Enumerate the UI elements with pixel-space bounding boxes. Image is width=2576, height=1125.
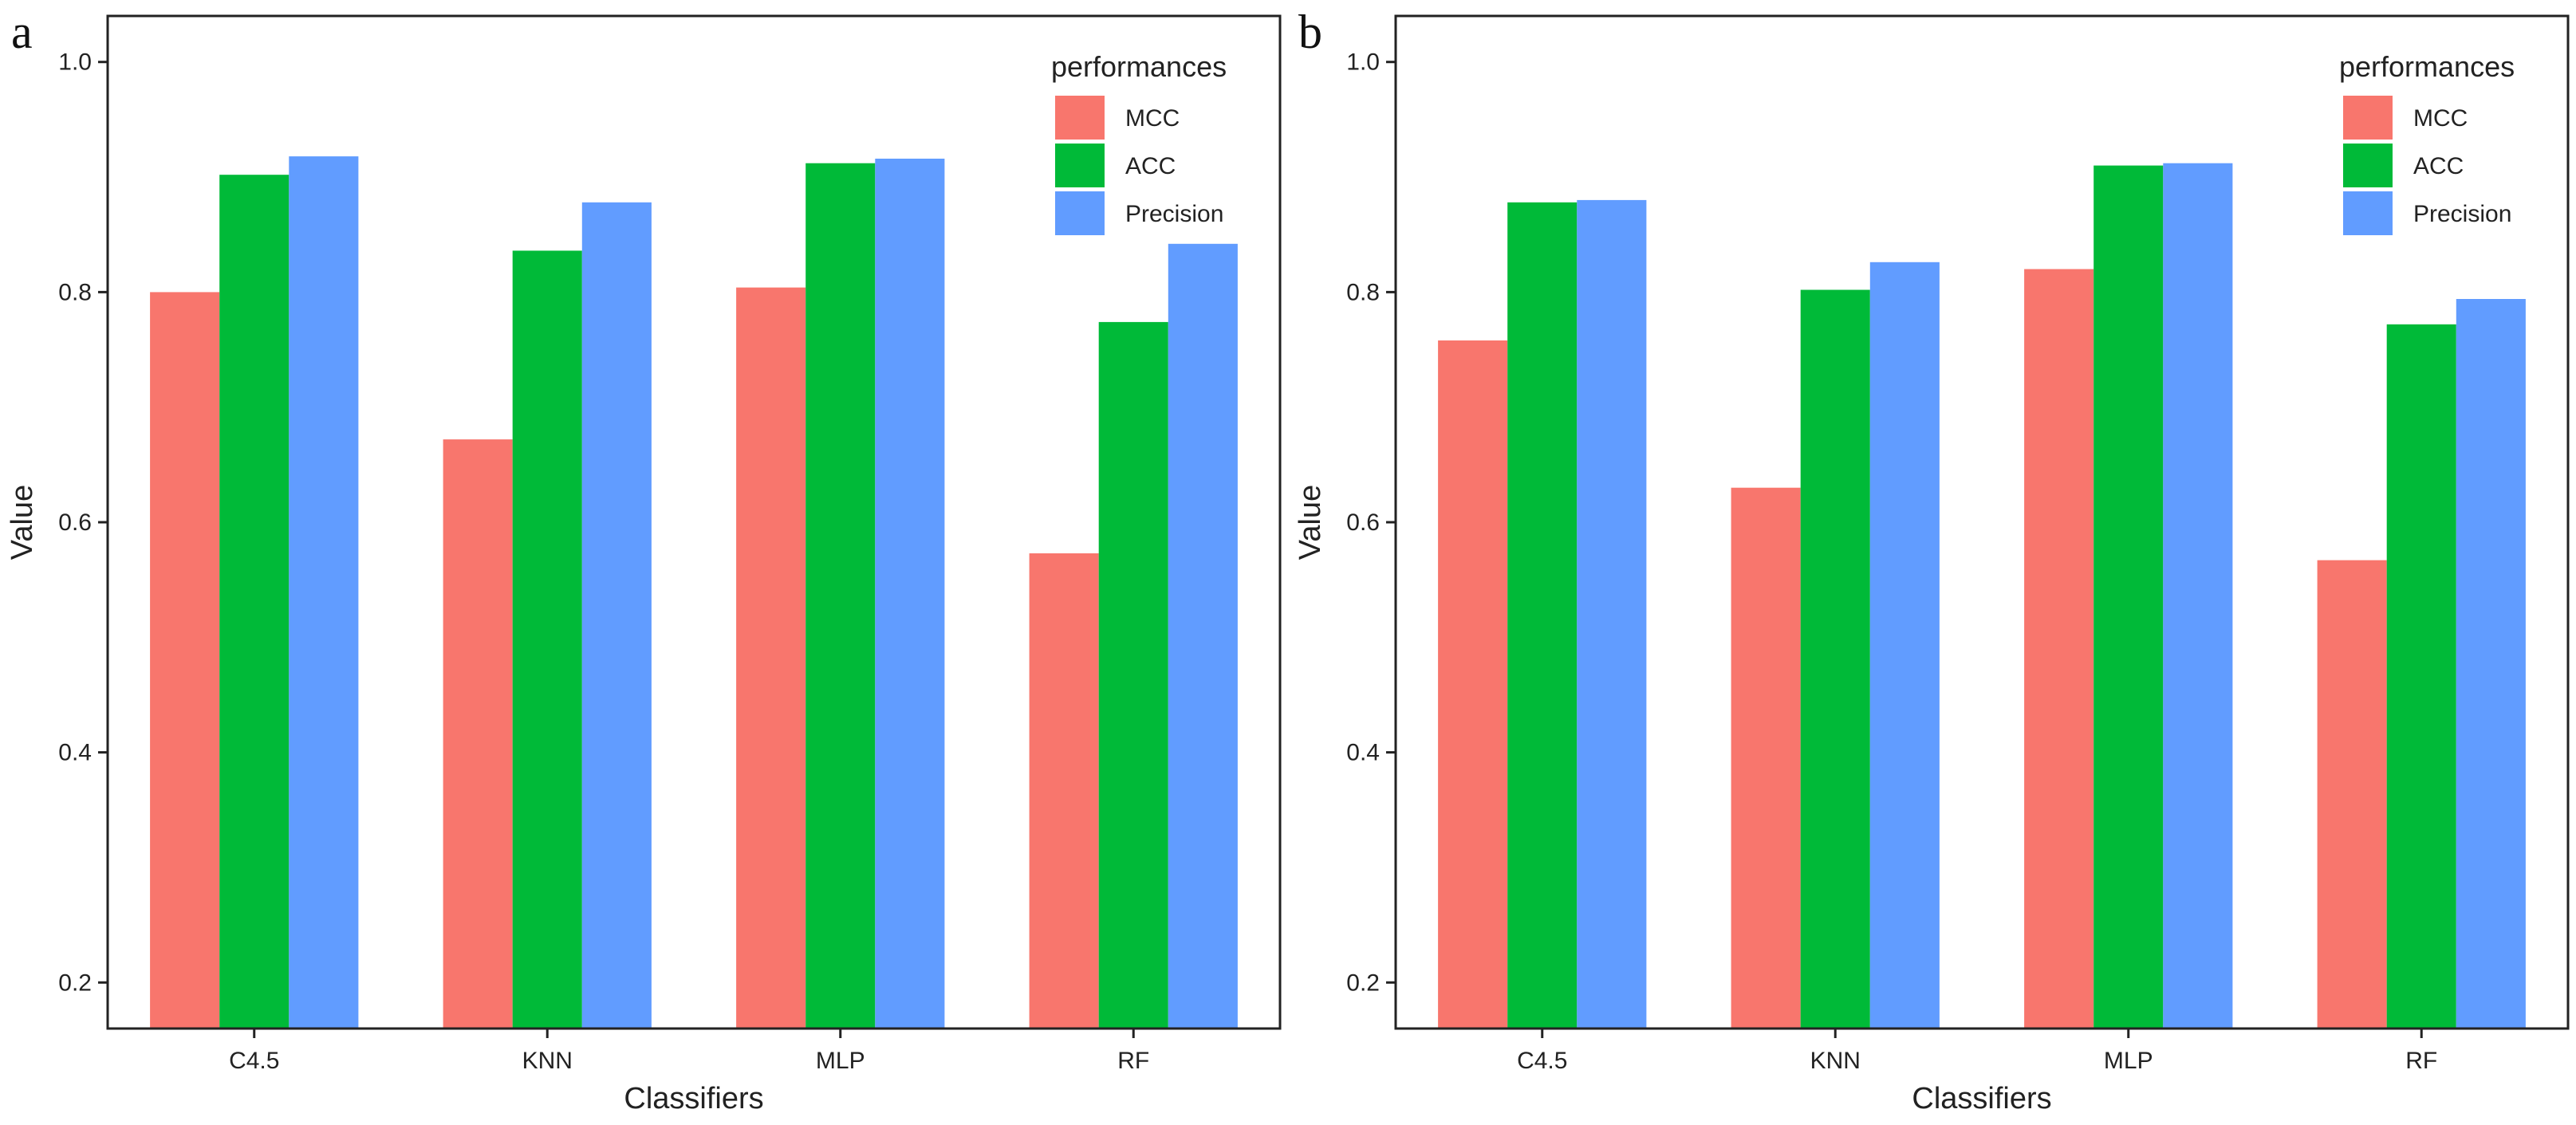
y-axis-title: Value <box>6 485 39 560</box>
legend-title: performances <box>2339 50 2515 83</box>
legend-title: performances <box>1051 50 1227 83</box>
bar-mcc-knn <box>443 439 513 1029</box>
bar-precision-c45 <box>1577 199 1647 1029</box>
legend-label-mcc: MCC <box>1125 105 1180 132</box>
legend-key-acc <box>2343 144 2393 187</box>
y-tick-label: 0.4 <box>1346 740 1380 766</box>
y-tick-label: 0.8 <box>1346 279 1380 305</box>
legend-label-precision: Precision <box>1125 201 1223 227</box>
legend-key-mcc <box>1055 96 1105 140</box>
x-tick-label: KNN <box>522 1048 573 1074</box>
bar-mcc-rf <box>1029 553 1099 1029</box>
y-axis-title: Value <box>1294 485 1327 560</box>
bar-precision-c45 <box>289 156 359 1029</box>
bar-acc-rf <box>1098 321 1168 1029</box>
x-tick-label: MLP <box>816 1048 865 1074</box>
bar-acc-mlp <box>2093 165 2164 1029</box>
bar-precision-knn <box>1869 262 1940 1029</box>
x-axis-title: Classifiers <box>1912 1082 2051 1115</box>
legend-key-precision <box>1055 191 1105 235</box>
legend: performances MCC ACC Precision <box>1051 50 1227 235</box>
legend-key-acc <box>1055 144 1105 187</box>
legend-label-acc: ACC <box>2413 153 2464 179</box>
bar-precision-rf <box>1168 243 1238 1029</box>
y-tick-label: 0.8 <box>58 279 92 305</box>
chart-panel-b: b 0.2 0.4 0.6 0.8 1.0 C4.5 KNN MLP RF Classifiers V… <box>1294 6 2570 1115</box>
y-tick-label: 0.6 <box>1346 509 1380 536</box>
bar-acc-c45 <box>219 175 290 1029</box>
x-tick-label: MLP <box>2104 1048 2153 1074</box>
legend-key-mcc <box>2343 96 2393 140</box>
y-tick-label: 0.2 <box>1346 970 1380 996</box>
y-tick-label: 1.0 <box>58 49 92 76</box>
x-tick-label: RF <box>1117 1048 1149 1074</box>
y-tick-label: 0.2 <box>58 970 92 996</box>
bar-precision-mlp <box>2163 163 2233 1029</box>
bar-precision-knn <box>581 202 652 1029</box>
x-tick-label: RF <box>2405 1048 2437 1074</box>
bar-mcc-knn <box>1731 487 1801 1029</box>
bar-precision-mlp <box>875 159 945 1029</box>
bar-precision-rf <box>2456 299 2526 1029</box>
chart-panel-a: a 0.2 0.4 0.6 0.8 1.0 C4.5 KNN MLP RF Classifiers V… <box>6 6 1282 1115</box>
legend-label-mcc: MCC <box>2413 105 2468 132</box>
bar-acc-knn <box>512 250 582 1029</box>
panel-label: b <box>1298 6 1322 58</box>
y-tick-label: 1.0 <box>1346 49 1380 76</box>
bar-mcc-mlp <box>2024 269 2094 1029</box>
bar-mcc-c45 <box>1438 340 1508 1029</box>
panel-label: a <box>11 6 33 58</box>
bar-mcc-c45 <box>150 292 220 1029</box>
legend-label-precision: Precision <box>2413 201 2511 227</box>
y-tick-label: 0.6 <box>58 509 92 536</box>
x-axis-title: Classifiers <box>624 1082 763 1115</box>
legend-key-precision <box>2343 191 2393 235</box>
bar-mcc-rf <box>2317 560 2387 1029</box>
x-tick-label: C4.5 <box>229 1048 279 1074</box>
x-tick-label: C4.5 <box>1517 1048 1567 1074</box>
legend: performances MCC ACC Precision <box>2339 50 2515 235</box>
x-tick-label: KNN <box>1810 1048 1861 1074</box>
legend-label-acc: ACC <box>1125 153 1176 179</box>
bar-acc-rf <box>2386 324 2456 1029</box>
y-tick-label: 0.4 <box>58 740 92 766</box>
bar-acc-c45 <box>1507 202 1578 1029</box>
bar-acc-mlp <box>805 163 876 1029</box>
bar-mcc-mlp <box>736 287 806 1029</box>
bar-acc-knn <box>1800 289 1870 1029</box>
